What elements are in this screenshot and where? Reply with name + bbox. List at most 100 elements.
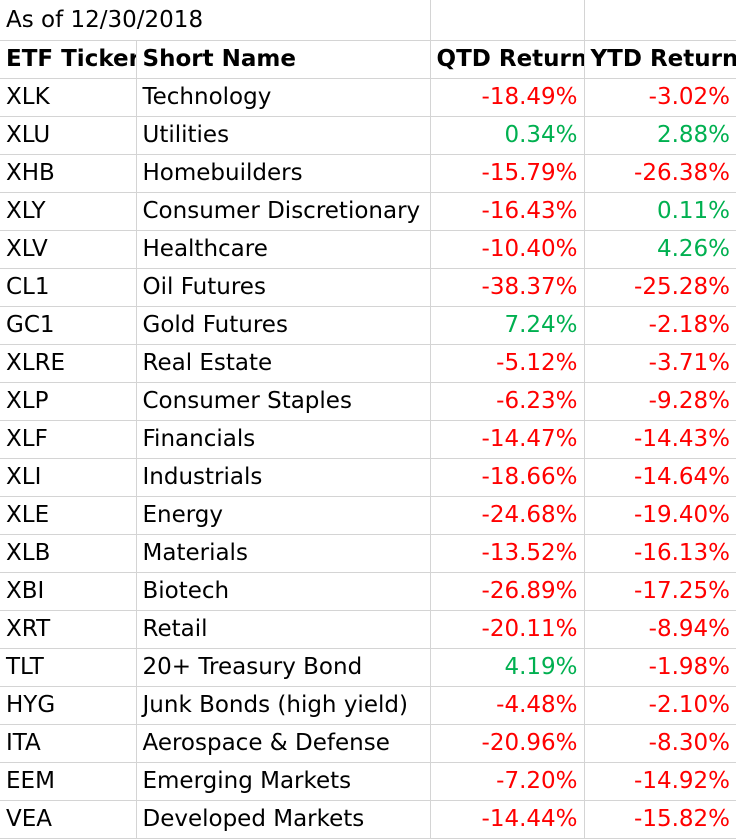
short-name-cell[interactable]: Biotech [136, 572, 431, 611]
ytd-return-cell[interactable]: -2.18% [584, 306, 736, 345]
qtd-return-cell[interactable]: -15.79% [430, 154, 585, 193]
qtd-return-cell[interactable]: -18.66% [430, 458, 585, 497]
ytd-return-cell[interactable]: 0.11% [584, 192, 736, 231]
short-name-cell[interactable]: Gold Futures [136, 306, 431, 345]
header-short-name[interactable]: Short Name [136, 40, 431, 79]
table-row: CL1 Oil Futures -38.37% -25.28% [0, 268, 736, 307]
qtd-return-cell[interactable]: -10.40% [430, 230, 585, 269]
table-row: XLE Energy -24.68% -19.40% [0, 496, 736, 535]
ticker-cell[interactable]: XLI [0, 458, 137, 497]
ytd-return-cell[interactable]: -14.64% [584, 458, 736, 497]
short-name-cell[interactable]: 20+ Treasury Bond [136, 648, 431, 687]
ticker-cell[interactable]: XBI [0, 572, 137, 611]
table-row: XLB Materials -13.52% -16.13% [0, 534, 736, 573]
ticker-cell[interactable]: XLRE [0, 344, 137, 383]
short-name-cell[interactable]: Materials [136, 534, 431, 573]
qtd-return-cell[interactable]: -20.11% [430, 610, 585, 649]
ytd-return-cell[interactable]: -3.71% [584, 344, 736, 383]
qtd-return-cell[interactable]: -24.68% [430, 496, 585, 535]
table-row: EEM Emerging Markets -7.20% -14.92% [0, 762, 736, 801]
ytd-return-cell[interactable]: -3.02% [584, 78, 736, 117]
table-row: XLF Financials -14.47% -14.43% [0, 420, 736, 459]
short-name-cell[interactable]: Energy [136, 496, 431, 535]
ticker-cell[interactable]: TLT [0, 648, 137, 687]
qtd-return-cell[interactable]: -5.12% [430, 344, 585, 383]
ticker-cell[interactable]: XLB [0, 534, 137, 573]
ticker-cell[interactable]: XLK [0, 78, 137, 117]
empty-cell[interactable] [584, 0, 736, 41]
ticker-cell[interactable]: EEM [0, 762, 137, 801]
table-row: ITA Aerospace & Defense -20.96% -8.30% [0, 724, 736, 763]
ytd-return-cell[interactable]: -9.28% [584, 382, 736, 421]
qtd-return-cell[interactable]: -20.96% [430, 724, 585, 763]
short-name-cell[interactable]: Industrials [136, 458, 431, 497]
short-name-cell[interactable]: Aerospace & Defense [136, 724, 431, 763]
qtd-return-cell[interactable]: 4.19% [430, 648, 585, 687]
qtd-return-cell[interactable]: -14.47% [430, 420, 585, 459]
ticker-cell[interactable]: CL1 [0, 268, 137, 307]
ticker-cell[interactable]: XLU [0, 116, 137, 155]
qtd-return-cell[interactable]: -6.23% [430, 382, 585, 421]
short-name-cell[interactable]: Consumer Staples [136, 382, 431, 421]
qtd-return-cell[interactable]: -26.89% [430, 572, 585, 611]
short-name-cell[interactable]: Oil Futures [136, 268, 431, 307]
ytd-return-cell[interactable]: -2.10% [584, 686, 736, 725]
ytd-return-cell[interactable]: -14.43% [584, 420, 736, 459]
header-ticker[interactable]: ETF Ticker [0, 40, 137, 79]
table-row: HYG Junk Bonds (high yield) -4.48% -2.10% [0, 686, 736, 725]
ticker-cell[interactable]: HYG [0, 686, 137, 725]
short-name-cell[interactable]: Retail [136, 610, 431, 649]
header-ytd-return[interactable]: YTD Return [584, 40, 736, 79]
ytd-return-cell[interactable]: -16.13% [584, 534, 736, 573]
table-row: XLP Consumer Staples -6.23% -9.28% [0, 382, 736, 421]
table-row: XLRE Real Estate -5.12% -3.71% [0, 344, 736, 383]
empty-cell[interactable] [429, 0, 585, 41]
ytd-return-cell[interactable]: -8.30% [584, 724, 736, 763]
qtd-return-cell[interactable]: -14.44% [430, 800, 585, 839]
ticker-cell[interactable]: XLE [0, 496, 137, 535]
ticker-cell[interactable]: ITA [0, 724, 137, 763]
short-name-cell[interactable]: Consumer Discretionary [136, 192, 431, 231]
ticker-cell[interactable]: XLP [0, 382, 137, 421]
table-row: VEA Developed Markets -14.44% -15.82% [0, 800, 736, 839]
short-name-cell[interactable]: Healthcare [136, 230, 431, 269]
qtd-return-cell[interactable]: -18.49% [430, 78, 585, 117]
short-name-cell[interactable]: Technology [136, 78, 431, 117]
ticker-cell[interactable]: XLY [0, 192, 137, 231]
ytd-return-cell[interactable]: -15.82% [584, 800, 736, 839]
ytd-return-cell[interactable]: -14.92% [584, 762, 736, 801]
ytd-return-cell[interactable]: -1.98% [584, 648, 736, 687]
qtd-return-cell[interactable]: -16.43% [430, 192, 585, 231]
short-name-cell[interactable]: Emerging Markets [136, 762, 431, 801]
table-row: XLV Healthcare -10.40% 4.26% [0, 230, 736, 269]
short-name-cell[interactable]: Financials [136, 420, 431, 459]
ticker-cell[interactable]: XLF [0, 420, 137, 459]
ticker-cell[interactable]: XRT [0, 610, 137, 649]
as-of-cell[interactable]: As of 12/30/2018 [0, 0, 431, 41]
short-name-cell[interactable]: Real Estate [136, 344, 431, 383]
short-name-cell[interactable]: Homebuilders [136, 154, 431, 193]
ytd-return-cell[interactable]: -19.40% [584, 496, 736, 535]
ytd-return-cell[interactable]: -26.38% [584, 154, 736, 193]
ytd-return-cell[interactable]: 2.88% [584, 116, 736, 155]
ticker-cell[interactable]: GC1 [0, 306, 137, 345]
qtd-return-cell[interactable]: 7.24% [430, 306, 585, 345]
ytd-return-cell[interactable]: -17.25% [584, 572, 736, 611]
qtd-return-cell[interactable]: -4.48% [430, 686, 585, 725]
short-name-cell[interactable]: Utilities [136, 116, 431, 155]
ticker-cell[interactable]: VEA [0, 800, 137, 839]
ytd-return-cell[interactable]: 4.26% [584, 230, 736, 269]
short-name-cell[interactable]: Junk Bonds (high yield) [136, 686, 431, 725]
ticker-cell[interactable]: XLV [0, 230, 137, 269]
qtd-return-cell[interactable]: -13.52% [430, 534, 585, 573]
qtd-return-cell[interactable]: 0.34% [430, 116, 585, 155]
header-qtd-return[interactable]: QTD Return [430, 40, 585, 79]
ticker-cell[interactable]: XHB [0, 154, 137, 193]
ytd-return-cell[interactable]: -8.94% [584, 610, 736, 649]
qtd-return-cell[interactable]: -38.37% [430, 268, 585, 307]
table-row: XLY Consumer Discretionary -16.43% 0.11% [0, 192, 736, 231]
short-name-cell[interactable]: Developed Markets [136, 800, 431, 839]
qtd-return-cell[interactable]: -7.20% [430, 762, 585, 801]
ytd-return-cell[interactable]: -25.28% [584, 268, 736, 307]
